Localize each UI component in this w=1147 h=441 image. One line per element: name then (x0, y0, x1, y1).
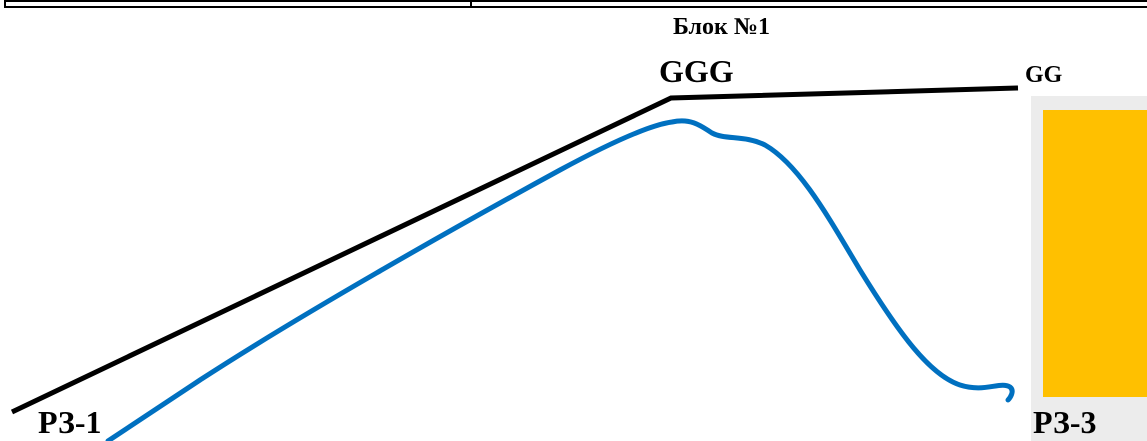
frame-tick-mid (470, 0, 472, 8)
frame-tick-left (4, 0, 6, 8)
orange-block (1043, 110, 1147, 397)
block-title: Блок №1 (673, 14, 770, 40)
black-profile-line (10, 85, 1019, 415)
node-label-top: GGG (659, 53, 734, 89)
node-label-left-bottom: РЗ-1 (38, 404, 102, 440)
frame-line-lower (4, 6, 1147, 8)
frame-line-upper (4, 0, 1147, 2)
blue-profile-curve (105, 118, 1015, 441)
node-label-right: GG (1025, 62, 1063, 88)
top-frame-border (0, 0, 1147, 10)
node-label-right-bottom: РЗ-3 (1033, 404, 1097, 440)
